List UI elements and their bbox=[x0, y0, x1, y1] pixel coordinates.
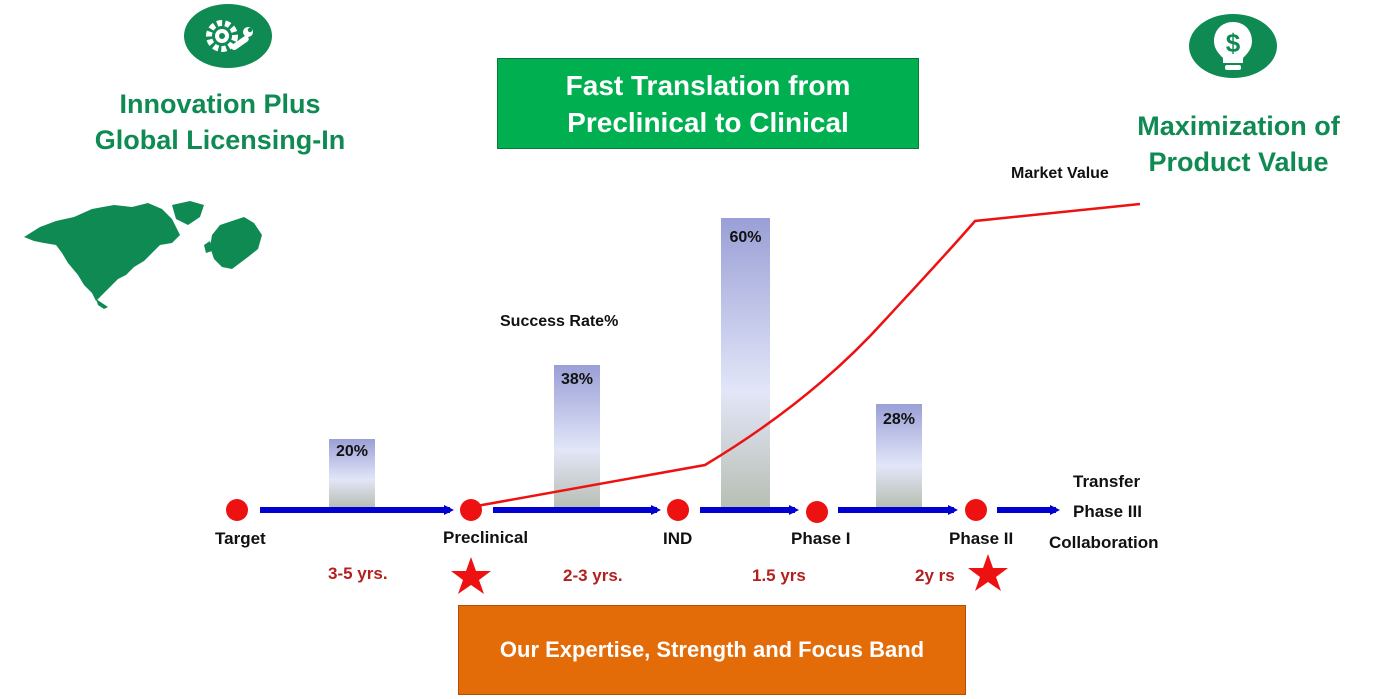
stage-dot-target bbox=[226, 499, 248, 521]
svg-text:$: $ bbox=[1226, 28, 1241, 58]
north-america-europe-map bbox=[24, 201, 262, 309]
stage-label-preclinical: Preclinical bbox=[443, 528, 529, 547]
success-rate-value-2: 38% bbox=[560, 371, 594, 388]
banner-line1: Fast Translation from bbox=[565, 69, 851, 101]
success-rate-value-1: 20% bbox=[335, 443, 369, 460]
success-rate-bar-2 bbox=[554, 365, 600, 507]
duration-label-4: 2y rs bbox=[915, 566, 955, 585]
duration-label-3: 1.5 yrs bbox=[752, 566, 806, 585]
market-value-label: Market Value bbox=[1011, 165, 1109, 182]
end-label-phase3: Phase III bbox=[1073, 502, 1142, 521]
stage-dot-phase1 bbox=[806, 501, 828, 523]
star-icon bbox=[451, 557, 491, 594]
end-label-collaboration: Collaboration bbox=[1049, 533, 1159, 552]
stage-label-ind: IND bbox=[663, 529, 693, 548]
stage-label-phase2: Phase II bbox=[949, 529, 1014, 548]
stage-dot-phase2 bbox=[965, 499, 987, 521]
gear-wrench-icon bbox=[184, 4, 272, 68]
banner-line2: Preclinical to Clinical bbox=[567, 106, 849, 138]
success-rate-bar-3 bbox=[721, 218, 770, 507]
success-rate-label: Success Rate% bbox=[500, 313, 619, 330]
left-panel-title: Innovation Plus Global Licensing-In bbox=[60, 86, 380, 158]
end-label-transfer: Transfer bbox=[1073, 472, 1141, 491]
right-title-line1: Maximization of bbox=[1137, 111, 1340, 141]
success-rate-value-3: 60% bbox=[729, 229, 762, 246]
right-title-line2: Product Value bbox=[1148, 147, 1329, 177]
success-rate-value-4: 28% bbox=[882, 411, 916, 428]
dollar-bulb-icon: $ bbox=[1189, 14, 1277, 78]
duration-label-2: 2-3 yrs. bbox=[563, 566, 623, 585]
duration-label-1: 3-5 yrs. bbox=[328, 564, 388, 583]
left-title-line2: Global Licensing-In bbox=[94, 125, 346, 155]
success-rate-bar-1 bbox=[329, 439, 375, 507]
stage-label-target: Target bbox=[215, 529, 266, 548]
market-value-curve bbox=[470, 202, 1141, 509]
stage-dot-ind bbox=[667, 499, 689, 521]
stage-label-phase1: Phase I bbox=[791, 529, 851, 548]
right-panel-title: Maximization of Product Value bbox=[1100, 108, 1377, 180]
focus-band: Our Expertise, Strength and Focus Band bbox=[458, 605, 966, 695]
left-title-line1: Innovation Plus bbox=[119, 89, 321, 119]
stage-dot-preclinical bbox=[460, 499, 482, 521]
success-rate-bar-4 bbox=[876, 404, 922, 507]
translation-banner: Fast Translation from Preclinical to Cli… bbox=[497, 58, 919, 149]
star-icon bbox=[968, 554, 1008, 591]
